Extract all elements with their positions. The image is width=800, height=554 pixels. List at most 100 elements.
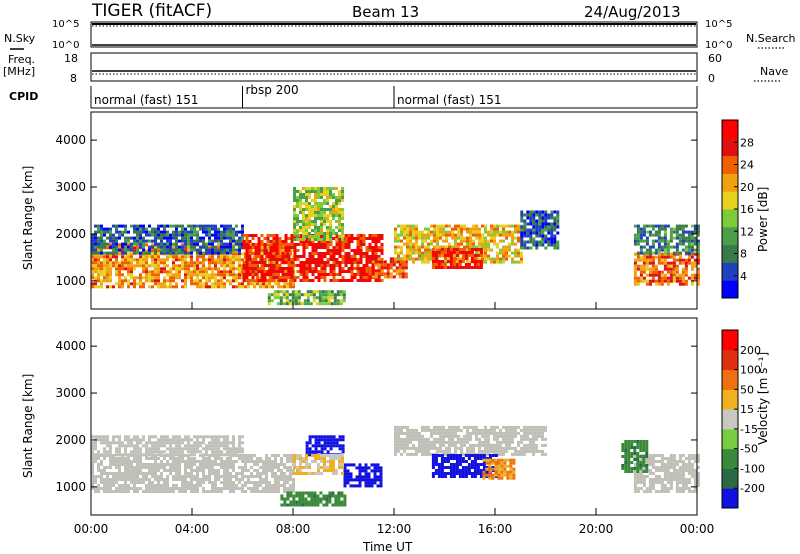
heatmap-cell [133, 490, 136, 493]
heatmap-cell [208, 276, 211, 280]
heatmap-cell [310, 500, 314, 504]
heatmap-cell [550, 228, 554, 232]
heatmap-cell [241, 484, 244, 487]
heatmap-cell [187, 484, 190, 487]
heatmap-cell [283, 487, 286, 490]
heatmap-cell [342, 290, 346, 294]
heatmap-cell [329, 258, 333, 261]
heatmap-cell [232, 481, 235, 484]
heatmap-cell [190, 264, 193, 268]
heatmap-cell [275, 234, 279, 237]
heatmap-cell [466, 260, 469, 264]
heatmap-cell [100, 441, 103, 445]
heatmap-cell [690, 224, 694, 228]
heatmap-cell [395, 272, 399, 276]
heatmap-cell [645, 236, 649, 240]
heatmap-cell [293, 454, 296, 457]
heatmap-cell [151, 276, 154, 280]
heatmap-cell [275, 267, 279, 270]
heatmap-cell [130, 273, 133, 277]
heatmap-cell [211, 487, 214, 490]
heatmap-cell [136, 475, 139, 478]
heatmap-cell [666, 248, 670, 252]
heatmap-cell [446, 472, 450, 475]
heatmap-cell [160, 239, 163, 243]
heatmap-cell [196, 276, 199, 280]
heatmap-cell [160, 236, 163, 240]
heatmap-cell [124, 460, 127, 463]
heatmap-cell [517, 248, 520, 252]
heatmap-cell [427, 428, 430, 432]
heatmap-cell [280, 285, 283, 289]
heatmap-cell [323, 267, 327, 270]
heatmap-cell [275, 252, 279, 255]
heatmap-cell [520, 228, 524, 232]
heatmap-cell [253, 475, 256, 478]
heatmap-cell [187, 251, 190, 255]
heatmap-cell [169, 282, 172, 286]
heatmap-cell [214, 450, 217, 454]
heatmap-cell [232, 435, 235, 439]
heatmap-cell [139, 239, 142, 243]
heatmap-cell [437, 469, 441, 472]
heatmap-cell [181, 258, 184, 262]
heatmap-cell [437, 263, 441, 266]
heatmap-cell [696, 224, 700, 228]
heatmap-cell [148, 273, 151, 277]
heatmap-cell [151, 490, 154, 493]
heatmap-cell [651, 251, 655, 255]
heatmap-cell [139, 478, 142, 481]
heatmap-cell [499, 233, 502, 237]
heatmap-cell [329, 438, 333, 442]
heatmap-cell [448, 446, 451, 450]
heatmap-cell [329, 273, 333, 276]
heatmap-cell [454, 254, 457, 258]
heatmap-cell [431, 460, 435, 463]
heatmap-cell [311, 229, 314, 232]
heatmap-cell [293, 457, 296, 460]
heatmap-cell [245, 255, 249, 258]
heatmap-cell [547, 240, 551, 244]
heatmap-cell [250, 460, 253, 463]
heatmap-cell [517, 239, 520, 243]
heatmap-cell [335, 457, 338, 460]
heatmap-cell [280, 475, 283, 478]
heatmap-cell [100, 255, 103, 259]
heatmap-cell [424, 239, 427, 243]
heatmap-cell [220, 460, 223, 463]
heatmap-cell [100, 233, 103, 237]
heatmap-cell [127, 460, 130, 463]
heatmap-cell [690, 264, 694, 268]
heatmap-cell [469, 227, 472, 231]
heatmap-cell [211, 490, 214, 493]
heatmap-cell [457, 242, 460, 246]
heatmap-cell [290, 258, 294, 261]
heatmap-cell [100, 279, 103, 283]
heatmap-cell [448, 440, 451, 444]
heatmap-cell [148, 435, 151, 439]
heatmap-cell [103, 453, 106, 457]
heatmap-cell [157, 490, 160, 493]
heatmap-cell [263, 246, 267, 249]
heatmap-cell [457, 245, 460, 249]
heatmap-cell [326, 202, 329, 205]
heatmap-cell [457, 236, 460, 240]
heatmap-cell [299, 279, 303, 282]
heatmap-cell [532, 449, 535, 453]
heatmap-cell [127, 273, 130, 277]
heatmap-cell [314, 232, 317, 235]
heatmap-cell [335, 226, 338, 229]
heatmap-cell [406, 452, 409, 456]
heatmap-cell [226, 478, 229, 481]
heatmap-cell [115, 227, 118, 231]
heatmap-cell [251, 243, 255, 246]
heatmap-cell [289, 454, 292, 457]
heatmap-cell [145, 478, 148, 481]
heatmap-cell [169, 438, 172, 442]
heatmap-cell [446, 457, 450, 460]
heatmap-cell [469, 236, 472, 240]
heatmap-cell [229, 255, 232, 259]
heatmap-cell [263, 279, 267, 282]
heatmap-cell [467, 263, 471, 266]
heatmap-cell [389, 257, 393, 261]
